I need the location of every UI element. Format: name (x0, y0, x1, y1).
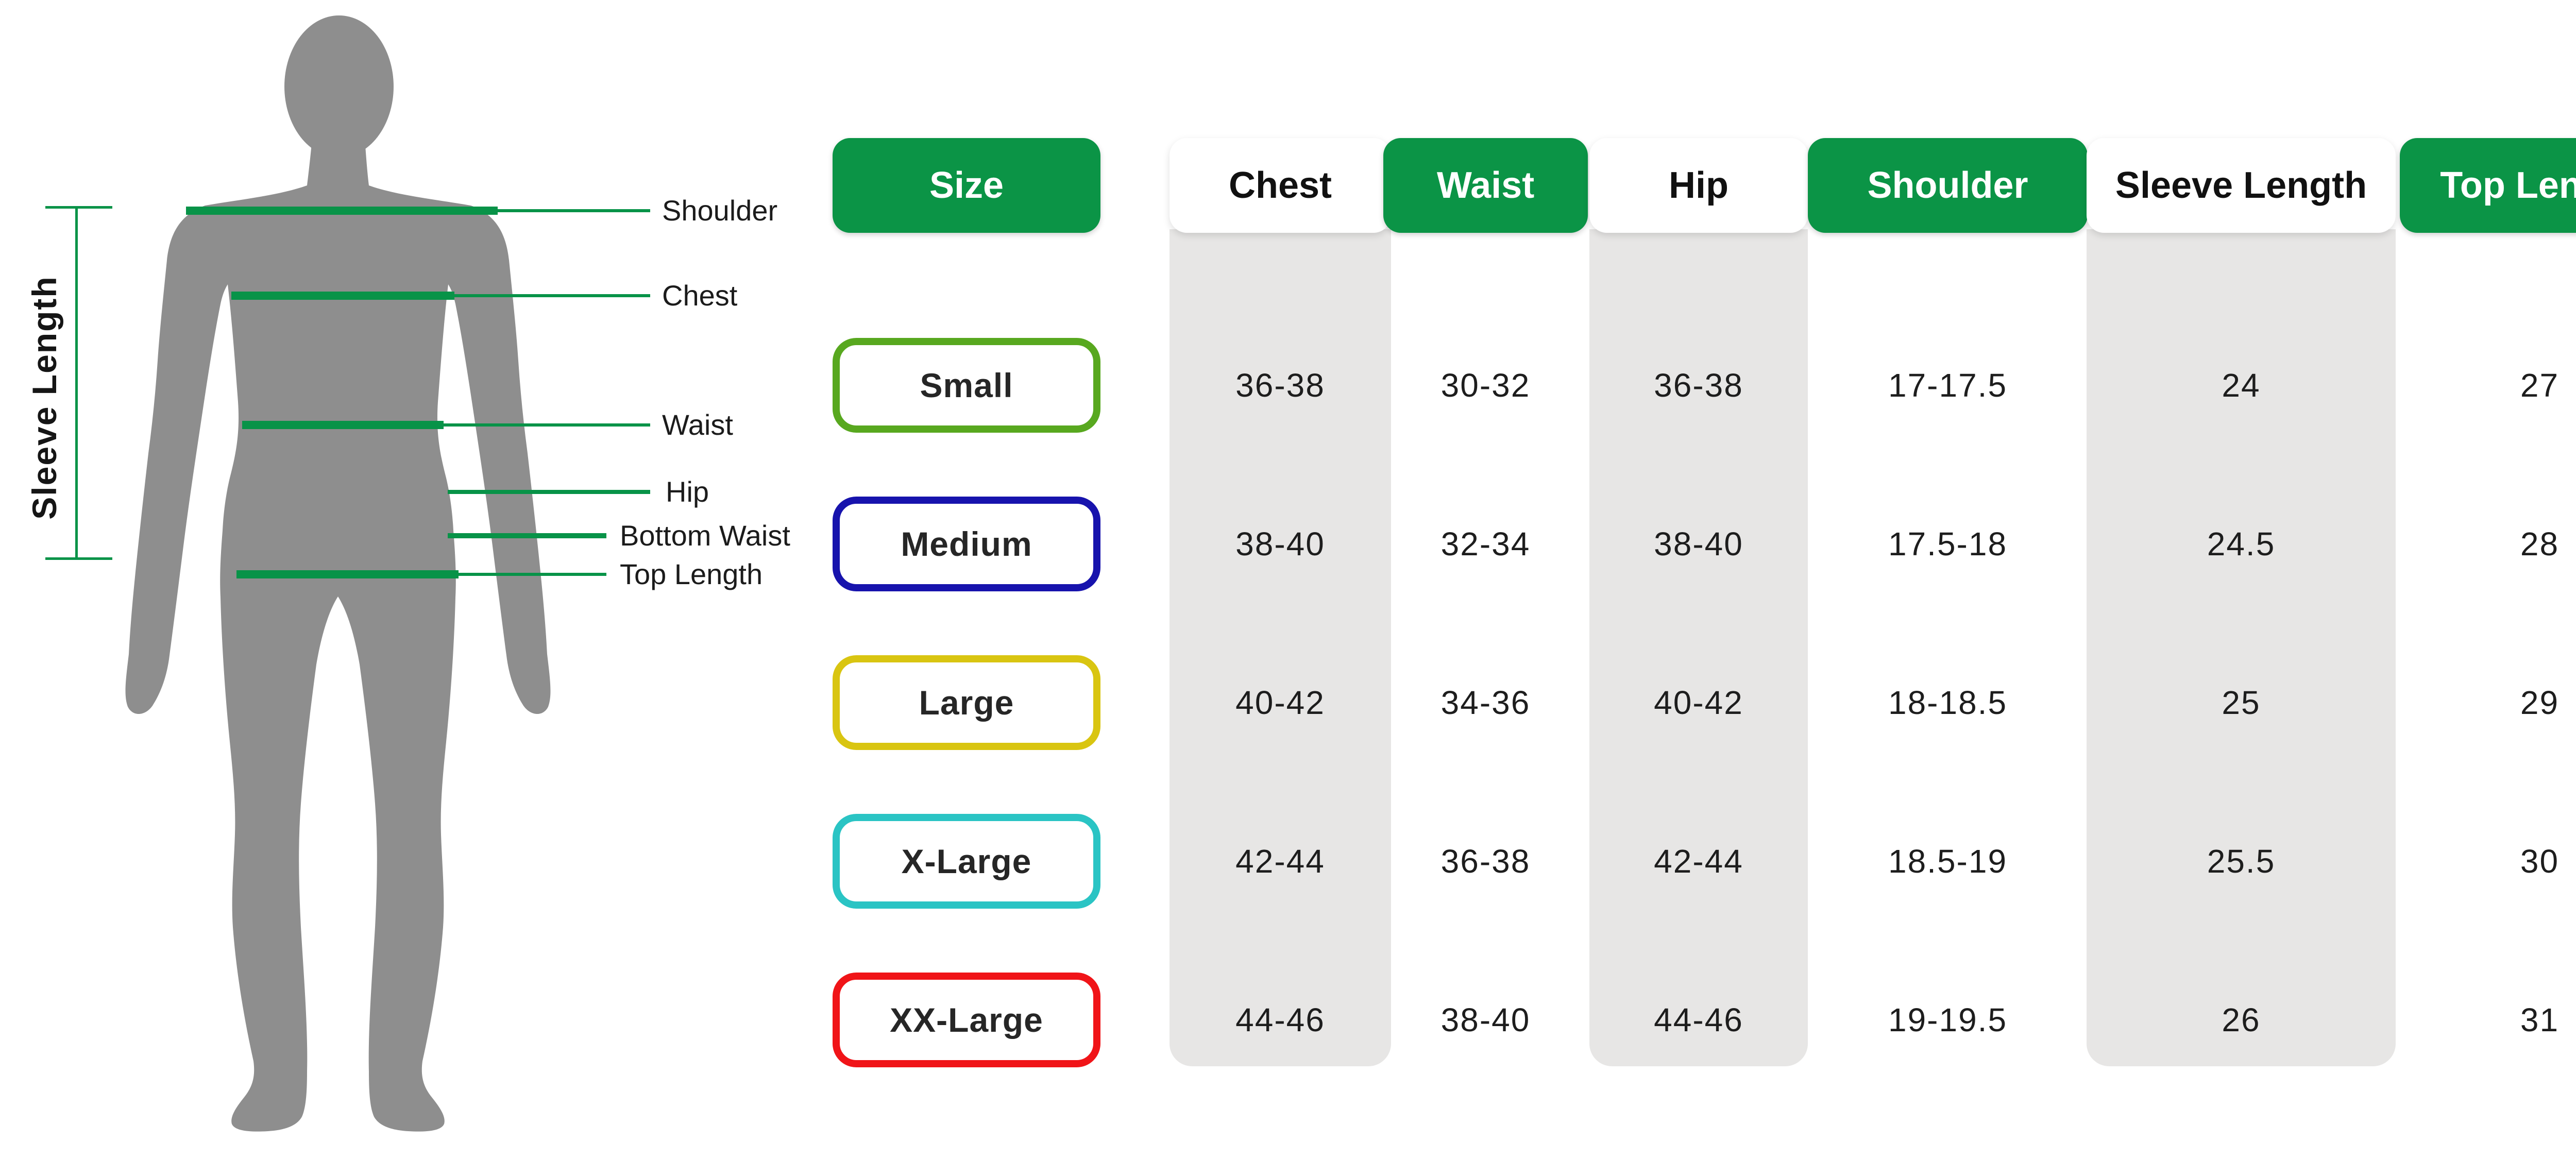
top-length-measure-line (236, 570, 459, 578)
hip-column-bg (1589, 229, 1808, 1066)
hip-value: 44-46 (1654, 1001, 1743, 1038)
size-button-xx-large[interactable]: XX-Large (833, 973, 1100, 1067)
chest-pointer-line (454, 294, 650, 297)
top-length-value: 27 (2520, 367, 2560, 404)
shoulder-pointer-line (498, 209, 650, 212)
hip-value: 36-38 (1654, 367, 1743, 404)
sleeve-bracket-bottom-cap (45, 557, 112, 560)
size-button-medium-label: Medium (901, 525, 1032, 563)
header-top-length: Top Length (2400, 138, 2576, 233)
shoulder-value: 17.5-18 (1888, 525, 2008, 563)
waist-pointer-line (444, 423, 650, 427)
top-length-value: 31 (2520, 1001, 2560, 1038)
shoulder-label: Shoulder (662, 194, 778, 227)
waist-label: Waist (662, 408, 733, 441)
header-size: Size (833, 138, 1100, 233)
size-button-x-large[interactable]: X-Large (833, 814, 1100, 909)
size-button-xx-large-label: XX-Large (890, 1001, 1043, 1039)
chest-value: 42-44 (1235, 843, 1325, 880)
header-sleeve-length: Sleeve Length (2087, 138, 2396, 233)
figure-body (125, 138, 551, 1132)
hip-value: 38-40 (1654, 525, 1743, 563)
sleeve-length-vertical-label: Sleeve Length (25, 276, 63, 520)
shoulder-value: 18.5-19 (1888, 843, 2008, 880)
chest-column-bg (1170, 229, 1391, 1066)
size-button-small[interactable]: Small (833, 338, 1100, 433)
waist-value: 38-40 (1440, 1001, 1531, 1038)
top-length-value: 30 (2520, 843, 2560, 880)
body-silhouette (125, 15, 551, 1132)
top-length-value: 28 (2520, 525, 2560, 563)
shoulder-value: 19-19.5 (1888, 1001, 2008, 1038)
sleeve-length-value: 24 (2222, 367, 2261, 404)
top-length-label: Top Length (620, 558, 763, 590)
chest-label: Chest (662, 279, 738, 312)
chest-value: 40-42 (1235, 684, 1325, 721)
size-button-large-label: Large (919, 684, 1014, 722)
figure-head (284, 15, 394, 158)
sleeve-length-value: 25.5 (2207, 843, 2276, 880)
top-length-value: 29 (2520, 684, 2560, 721)
sleeve-length-column-bg (2087, 229, 2396, 1066)
hip-pointer-line (448, 490, 650, 494)
sleeve-length-value: 24.5 (2207, 525, 2276, 563)
sleeve-length-value: 25 (2222, 684, 2261, 721)
shoulder-value: 18-18.5 (1888, 684, 2008, 721)
size-button-large[interactable]: Large (833, 655, 1100, 750)
waist-value: 34-36 (1440, 684, 1531, 721)
waist-value: 36-38 (1440, 843, 1531, 880)
sleeve-length-value: 26 (2222, 1001, 2261, 1038)
size-button-x-large-label: X-Large (901, 842, 1032, 880)
shoulder-value: 17-17.5 (1888, 367, 2008, 404)
hip-value: 40-42 (1654, 684, 1743, 721)
header-shoulder: Shoulder (1808, 138, 2088, 233)
sleeve-bracket-top-cap (45, 206, 112, 209)
hip-label: Hip (666, 475, 709, 508)
bottom-waist-label: Bottom Waist (620, 519, 790, 552)
waist-value: 32-34 (1440, 525, 1531, 563)
header-hip: Hip (1589, 138, 1808, 233)
chest-value: 44-46 (1235, 1001, 1325, 1038)
chest-value: 38-40 (1235, 525, 1325, 563)
shoulder-measure-line (186, 207, 498, 215)
sleeve-bracket-line (75, 207, 78, 559)
top-length-pointer-line (459, 573, 606, 576)
chest-measure-line (231, 292, 454, 300)
hip-value: 42-44 (1654, 843, 1743, 880)
header-waist: Waist (1383, 138, 1588, 233)
size-button-medium[interactable]: Medium (833, 497, 1100, 591)
header-chest: Chest (1170, 138, 1391, 233)
bottom-waist-pointer-line (448, 533, 606, 538)
waist-measure-line (242, 421, 444, 429)
size-button-small-label: Small (920, 366, 1013, 404)
chest-value: 36-38 (1235, 367, 1325, 404)
waist-value: 30-32 (1440, 367, 1531, 404)
